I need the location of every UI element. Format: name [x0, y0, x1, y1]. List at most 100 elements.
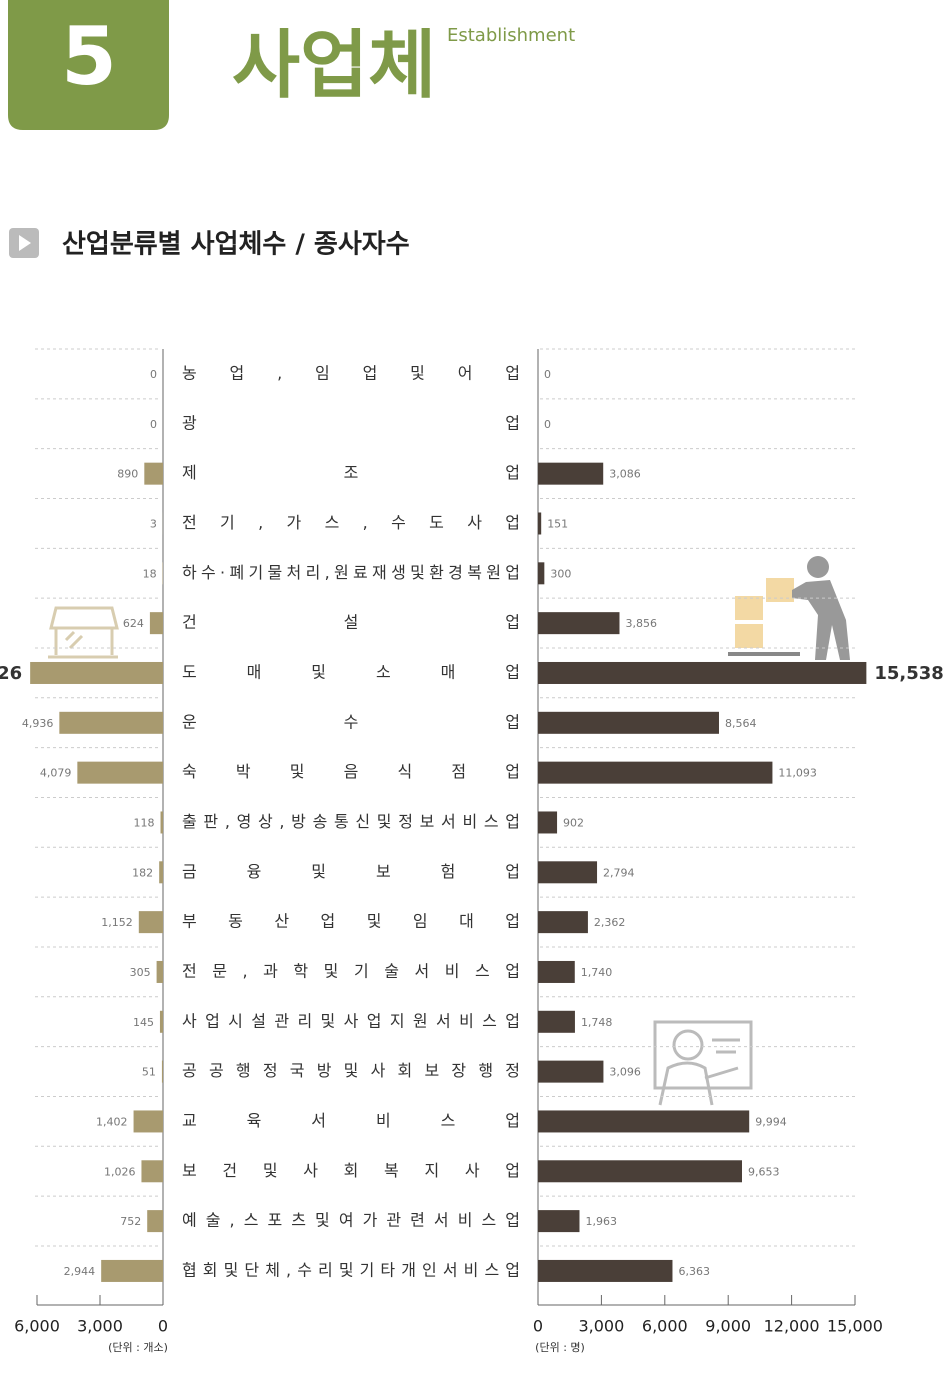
- bar: [538, 1259, 673, 1282]
- bar: [101, 1259, 163, 1282]
- bar: [159, 1010, 163, 1033]
- bar: [538, 811, 558, 834]
- value-label: 300: [550, 567, 571, 580]
- x-tick-label: 6,000: [642, 1317, 688, 1336]
- bar: [538, 612, 620, 635]
- category-label: 협회및단체,수리및기타개인서비스업: [182, 1260, 520, 1279]
- bar: [538, 462, 604, 485]
- value-label: 2,362: [594, 916, 626, 929]
- value-label: 15,538: [874, 663, 943, 684]
- value-label: 11,093: [778, 767, 817, 780]
- bar: [77, 761, 163, 784]
- bar: [538, 960, 575, 983]
- category-label: 광업: [182, 413, 520, 432]
- category-label: 사업시설관리및사업지원서비스업: [182, 1011, 520, 1030]
- category-label: 제조업: [182, 463, 520, 482]
- bar: [161, 1060, 163, 1083]
- category-label: 숙박및음식점업: [182, 762, 520, 781]
- x-tick-label: 9,000: [705, 1317, 751, 1336]
- chart-title: 산업분류별 사업체수 / 종사자수: [62, 230, 410, 260]
- value-label: 118: [134, 816, 155, 829]
- value-label: 3,096: [609, 1066, 641, 1079]
- bar: [538, 562, 545, 585]
- value-label: 9,653: [748, 1165, 780, 1178]
- bar: [538, 512, 542, 535]
- value-label: 4,079: [40, 767, 72, 780]
- chapter-subtitle: Establishment: [447, 25, 575, 46]
- value-label: 0: [150, 368, 157, 381]
- x-tick-label: 0: [158, 1317, 168, 1336]
- chapter-box: [8, 0, 169, 130]
- value-label: 0: [544, 368, 551, 381]
- category-label: 전문,과학및기술서비스업: [182, 961, 520, 980]
- bar: [138, 911, 163, 934]
- teacher-icon: [653, 1020, 753, 1106]
- category-label: 공공행정국방및사회보장행정: [182, 1061, 520, 1080]
- value-label: 182: [132, 866, 153, 879]
- bar: [147, 1210, 163, 1233]
- value-label: 1,402: [96, 1115, 128, 1128]
- category-label: 교육서비스업: [182, 1111, 520, 1130]
- value-label: 1,748: [581, 1016, 613, 1029]
- value-label: 1,152: [101, 916, 133, 929]
- value-label: 3: [150, 517, 157, 530]
- category-label: 건설업: [182, 613, 520, 632]
- value-label: 6,326: [0, 663, 22, 684]
- bar: [538, 1110, 750, 1133]
- x-tick-label: 6,000: [14, 1317, 60, 1336]
- value-label: 8,564: [725, 717, 757, 730]
- bar: [160, 811, 163, 834]
- bar: [538, 761, 773, 784]
- category-label: 운수업: [182, 712, 520, 731]
- bar: [141, 1160, 163, 1183]
- category-label: 금융및보험업: [182, 862, 520, 881]
- value-label: 6,363: [678, 1265, 710, 1278]
- value-label: 51: [142, 1066, 156, 1079]
- bar: [133, 1110, 163, 1133]
- bar: [538, 1160, 743, 1183]
- value-label: 752: [120, 1215, 141, 1228]
- category-label: 부동산업및임대업: [182, 912, 520, 931]
- value-label: 151: [547, 517, 568, 530]
- bar: [59, 711, 163, 734]
- chapter-number: 5: [61, 10, 117, 103]
- category-label: 농업,임업및어업: [182, 364, 520, 383]
- bar: [538, 661, 867, 684]
- value-label: 1,740: [581, 966, 613, 979]
- bar: [30, 661, 164, 684]
- category-label: 하수·폐기물처리,원료재생및환경복원업: [182, 563, 520, 582]
- value-label: 145: [133, 1016, 154, 1029]
- x-tick-label: 12,000: [764, 1317, 820, 1336]
- bar: [538, 861, 598, 884]
- value-label: 4,936: [22, 717, 54, 730]
- value-label: 2,794: [603, 866, 635, 879]
- category-label: 예술,스포츠및여가관련서비스업: [182, 1211, 520, 1230]
- value-label: 3,086: [609, 468, 641, 481]
- unit-label: (단위 : 명): [535, 1341, 585, 1354]
- value-label: 18: [143, 567, 157, 580]
- value-label: 2,944: [64, 1265, 96, 1278]
- bar: [149, 612, 163, 635]
- bar: [156, 960, 163, 983]
- bar: [538, 1010, 575, 1033]
- value-label: 9,994: [755, 1115, 787, 1128]
- value-label: 3,856: [625, 617, 657, 630]
- chapter-title: 사업체: [232, 23, 436, 109]
- bar: [538, 1210, 580, 1233]
- bar: [144, 462, 163, 485]
- value-label: 890: [117, 468, 138, 481]
- store-icon: [48, 606, 119, 659]
- value-label: 624: [123, 617, 144, 630]
- worker-icon: [728, 556, 850, 660]
- category-label: 도매및소매업: [182, 662, 520, 681]
- bar: [159, 861, 163, 884]
- category-label: 전기,가스,수도사업: [182, 513, 520, 532]
- x-tick-label: 0: [533, 1317, 543, 1336]
- bar: [538, 1060, 604, 1083]
- value-label: 305: [130, 966, 151, 979]
- bar: [538, 711, 719, 734]
- category-label: 출판,영상,방송통신및정보서비스업: [182, 812, 520, 831]
- x-tick-label: 3,000: [77, 1317, 123, 1336]
- value-label: 1,963: [585, 1215, 617, 1228]
